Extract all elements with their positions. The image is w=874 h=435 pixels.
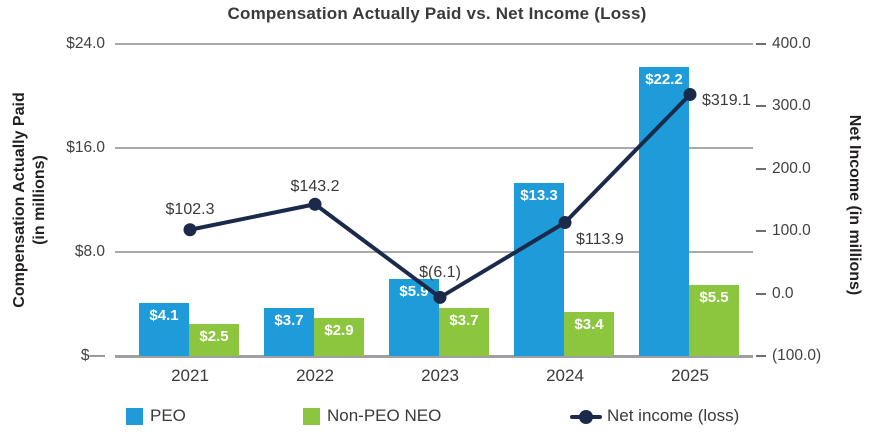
non-peo-legend-label: Non-PEO NEO	[327, 406, 442, 425]
net-income-value-label: $102.3	[165, 201, 215, 218]
net-income-legend-label: Net income (loss)	[607, 406, 740, 425]
net-income-value-label: $143.2	[290, 178, 340, 195]
net-income-point	[308, 197, 322, 211]
non-peo-bar-2022: $2.9	[314, 318, 364, 356]
bar-value-label: $3.7	[274, 311, 304, 329]
net-income-point	[183, 223, 197, 237]
bar-value-label: $4.1	[149, 306, 179, 324]
net-income-value-label: $113.9	[576, 231, 624, 248]
left-axis-tick-label: $8.0	[74, 243, 105, 260]
right-axis-tick-mark	[756, 230, 766, 233]
peo-bar-2022: $3.7	[264, 307, 314, 356]
non-peo-bar-2021: $2.5	[189, 323, 239, 356]
bar-value-label: $2.9	[324, 322, 354, 340]
right-axis-tick-mark	[756, 105, 766, 108]
x-axis-label-2021: 2021	[171, 366, 209, 385]
right-axis-tick-label: 0.0	[772, 284, 794, 302]
right-axis-tick-label: 300.0	[772, 97, 811, 115]
peo-bar-2023: $5.9	[389, 279, 439, 356]
right-axis-tick-label: 200.0	[772, 159, 811, 177]
x-axis-label-2023: 2023	[421, 366, 459, 385]
peo-bar-2021: $4.1	[139, 302, 189, 356]
gridline-24	[115, 43, 753, 45]
right-axis-tick-mark	[756, 292, 766, 295]
right-axis-tick-mark	[756, 43, 766, 45]
right-axis-tick-label: 400.0	[772, 35, 811, 52]
bar-value-label: $5.9	[399, 283, 429, 301]
chart-title: Compensation Actually Paid vs. Net Incom…	[227, 4, 647, 23]
peo-legend-label: PEO	[150, 406, 186, 425]
non-peo-bar-2023: $3.7	[439, 307, 489, 356]
x-axis-label-2022: 2022	[296, 366, 334, 385]
left-axis-tick-label: $24.0	[66, 35, 105, 52]
gridline-0	[115, 355, 753, 358]
peo-bar-2024: $13.3	[514, 183, 564, 356]
x-axis-label-2025: 2025	[671, 366, 709, 385]
right-axis-tick-mark	[756, 355, 766, 357]
peo-legend-swatch	[126, 408, 143, 425]
net-income-value-label: $319.1	[702, 92, 751, 109]
bar-value-label: $22.2	[645, 71, 683, 89]
x-axis-label-2024: 2024	[546, 366, 584, 385]
net-income-legend-dot	[579, 410, 593, 424]
right-axis-tick-label: (100.0)	[772, 347, 822, 364]
left-axis-tick-label: $16.0	[66, 139, 105, 156]
right-axis-tick-label: 100.0	[772, 222, 811, 240]
net-income-value-label: $(6.1)	[419, 264, 461, 281]
non-peo-bar-2025: $5.5	[689, 284, 739, 356]
bar-value-label: $5.5	[699, 288, 729, 306]
bar-value-label: $13.3	[520, 187, 558, 205]
bar-value-label: $3.7	[449, 311, 479, 329]
bar-value-label: $3.4	[574, 315, 604, 333]
right-axis-tick-mark	[756, 167, 766, 170]
peo-bar-2025: $22.2	[639, 67, 689, 356]
non-peo-bar-2024: $3.4	[564, 311, 614, 356]
non-peo-legend-swatch	[303, 408, 320, 425]
bar-value-label: $2.5	[199, 327, 229, 345]
left-axis-tick-label: $—	[80, 347, 105, 364]
